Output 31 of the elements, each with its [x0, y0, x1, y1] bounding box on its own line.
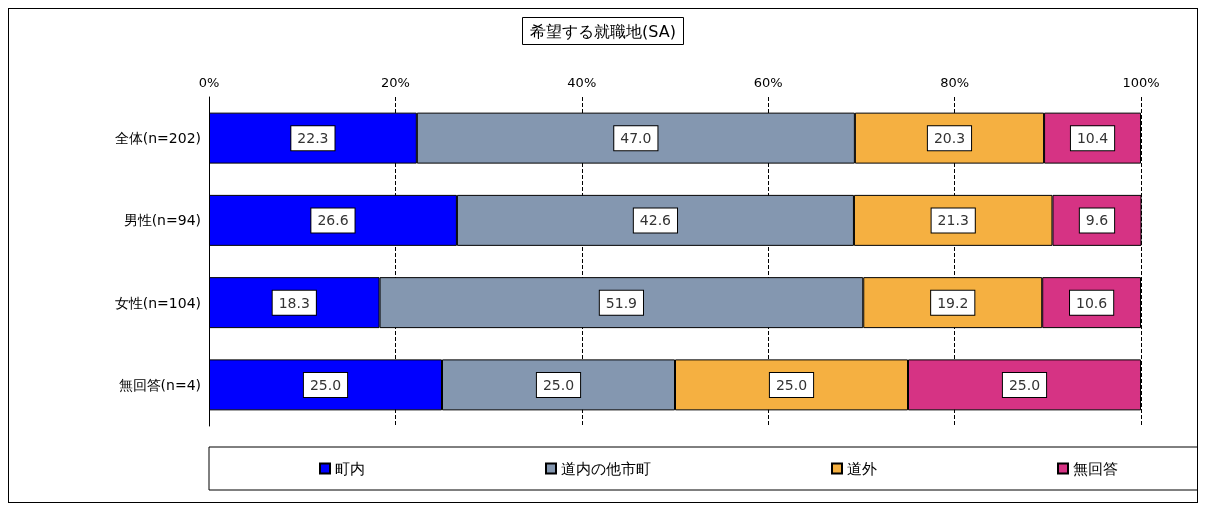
data-label: 19.2 [937, 294, 969, 311]
legend-label: 道内の他市町 [561, 459, 651, 478]
data-label: 18.3 [278, 294, 310, 311]
x-tick-label: 100% [1122, 75, 1160, 90]
data-label: 25.0 [542, 376, 575, 393]
legend-label: 無回答 [1073, 459, 1118, 478]
data-label: 21.3 [937, 212, 969, 229]
data-label: 42.6 [639, 212, 672, 229]
x-tick-label: 20% [380, 75, 410, 90]
data-label: 51.9 [605, 294, 637, 311]
data-label: 47.0 [620, 130, 652, 147]
data-label: 25.0 [1008, 376, 1041, 393]
data-label: 9.6 [1085, 212, 1109, 229]
x-tick-label: 60% [753, 75, 783, 90]
data-label: 22.3 [297, 130, 329, 147]
legend-label: 道外 [847, 459, 877, 478]
x-tick-label: 0% [198, 75, 220, 90]
data-label: 10.4 [1076, 130, 1109, 147]
y-tick-label: 全体(n=202) [114, 130, 201, 147]
data-label: 25.0 [309, 376, 342, 393]
x-tick-label: 40% [567, 75, 597, 90]
x-tick-label: 80% [940, 75, 970, 90]
data-label: 10.6 [1076, 294, 1108, 311]
y-tick-label: 女性(n=104) [114, 294, 201, 311]
chart-title: 希望する就職地(SA) [530, 21, 676, 41]
data-label: 20.3 [933, 130, 966, 147]
legend-label: 町内 [335, 459, 365, 478]
data-label: 25.0 [775, 376, 808, 393]
data-label: 26.6 [317, 212, 349, 229]
y-tick-label: 無回答(n=4) [118, 376, 201, 393]
y-tick-label: 男性(n=94) [123, 212, 201, 229]
